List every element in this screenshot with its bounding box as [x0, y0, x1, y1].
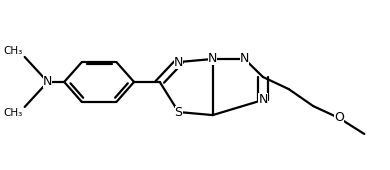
Text: O: O	[334, 112, 344, 124]
Text: N: N	[240, 53, 249, 65]
Text: O: O	[334, 112, 344, 124]
Text: N: N	[258, 94, 268, 106]
Text: N: N	[174, 56, 183, 69]
Text: CH₃: CH₃	[4, 108, 23, 118]
Text: N: N	[43, 75, 52, 88]
Text: N: N	[208, 53, 217, 65]
Text: CH₃: CH₃	[4, 46, 23, 56]
Text: S: S	[175, 106, 183, 118]
